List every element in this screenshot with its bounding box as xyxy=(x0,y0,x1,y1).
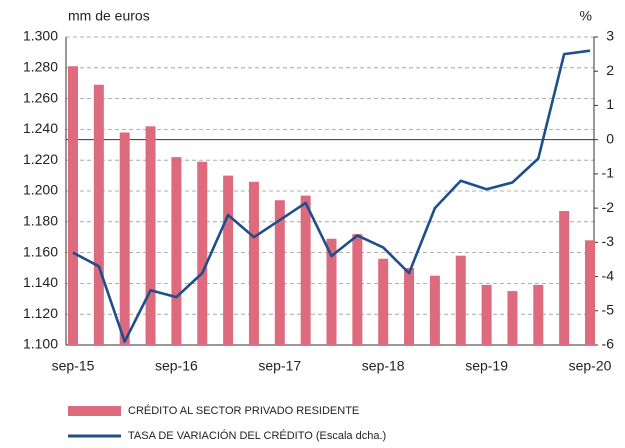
y2-tick-label: -5 xyxy=(602,301,615,317)
y2-tick-label: -3 xyxy=(602,233,615,249)
bar xyxy=(455,255,466,345)
y2-tick-label: -4 xyxy=(602,267,615,283)
y2-tick-label: 2 xyxy=(606,62,614,78)
y-tick-label: 1.280 xyxy=(23,59,58,75)
x-tick-label: sep-20 xyxy=(569,358,612,374)
y-tick-label: 1.240 xyxy=(23,120,58,136)
bar xyxy=(481,284,492,345)
y-tick-label: 1.200 xyxy=(23,182,58,198)
y2-tick-label: -6 xyxy=(602,336,615,352)
bar xyxy=(119,132,130,345)
x-tick-label: sep-16 xyxy=(155,358,198,374)
x-tick-label: sep-19 xyxy=(465,358,508,374)
y-tick-label: 1.260 xyxy=(23,89,58,105)
bar xyxy=(197,161,208,345)
bar xyxy=(68,66,78,345)
y-tick-label: 1.220 xyxy=(23,151,58,167)
y-tick-label: 1.180 xyxy=(23,213,58,229)
y-axis-label: mm de euros xyxy=(68,8,150,24)
bar xyxy=(171,157,182,345)
y-tick-label: 1.160 xyxy=(23,243,58,259)
bar xyxy=(507,291,518,345)
bar xyxy=(93,84,104,346)
x-tick-label: sep-15 xyxy=(52,358,95,374)
bar xyxy=(533,284,544,345)
bar xyxy=(404,268,415,345)
y-tick-label: 1.120 xyxy=(23,305,58,321)
bar xyxy=(429,275,440,345)
y2-tick-label: -1 xyxy=(602,165,615,181)
bar xyxy=(559,211,570,345)
bar xyxy=(378,258,389,345)
bar xyxy=(274,200,285,345)
x-tick-label: sep-17 xyxy=(258,358,301,374)
y-tick-label: 1.300 xyxy=(23,28,58,44)
y2-tick-label: 3 xyxy=(606,28,614,44)
bar xyxy=(145,126,156,345)
line xyxy=(72,49,591,343)
y2-tick-label: 0 xyxy=(606,130,614,146)
x-tick-label: sep-18 xyxy=(362,358,405,374)
legend-label: TASA DE VARIACIÓN DEL CRÉDITO (Escala dc… xyxy=(128,429,386,442)
y-tick-label: 1.100 xyxy=(23,336,58,352)
y2-tick-label: 1 xyxy=(606,96,614,112)
bar xyxy=(585,240,595,345)
y2-tick-label: -2 xyxy=(602,199,615,215)
bar xyxy=(326,238,337,345)
bar xyxy=(352,234,363,345)
bar xyxy=(223,175,234,345)
legend-label: CRÉDITO AL SECTOR PRIVADO RESIDENTE xyxy=(128,404,359,417)
y2-axis-label: % xyxy=(580,8,592,24)
bar xyxy=(248,181,259,345)
bar xyxy=(300,195,311,345)
legend-swatch xyxy=(68,406,121,416)
y-tick-label: 1.140 xyxy=(23,274,58,290)
